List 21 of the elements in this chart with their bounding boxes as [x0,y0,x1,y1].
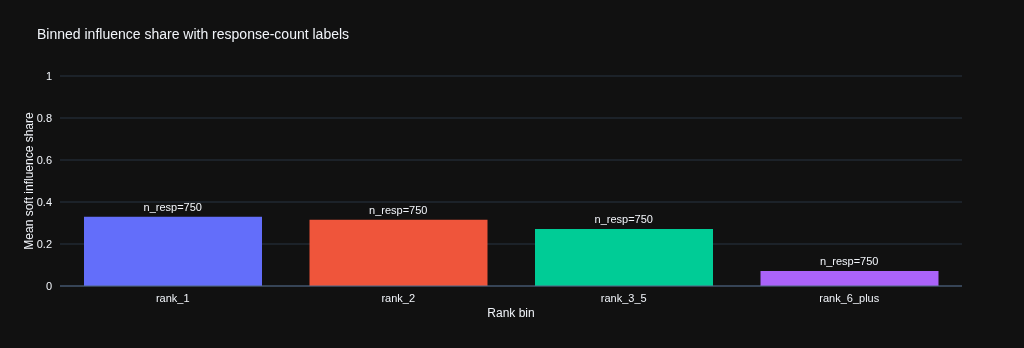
annotation: n_resp=750 [820,255,879,268]
y-tick-label: 0.6 [36,153,52,166]
bar [84,216,262,286]
y-tick-label: 0.8 [36,111,52,124]
annotation: n_resp=750 [594,212,653,225]
y-tick-label: 0.2 [36,237,52,250]
bar [309,219,488,286]
x-tick-label: rank_6_plus [819,291,880,304]
annotation: n_resp=750 [369,203,428,216]
x-tick-label: rank_1 [155,291,190,304]
y-axis-title: Mean soft influence share [22,112,36,250]
x-axis-title: Rank bin [487,306,535,320]
annotation: n_resp=750 [143,200,202,213]
y-tick-label: 0.4 [36,195,52,208]
bar [760,271,939,286]
y-tick-label: 0 [45,279,52,292]
x-tick-label: rank_3_5 [600,291,647,304]
x-tick-label: rank_2 [381,291,416,304]
y-tick-label: 1 [45,69,52,82]
bar [535,228,713,286]
chart-title: Binned influence share with response-count labels [37,26,350,42]
